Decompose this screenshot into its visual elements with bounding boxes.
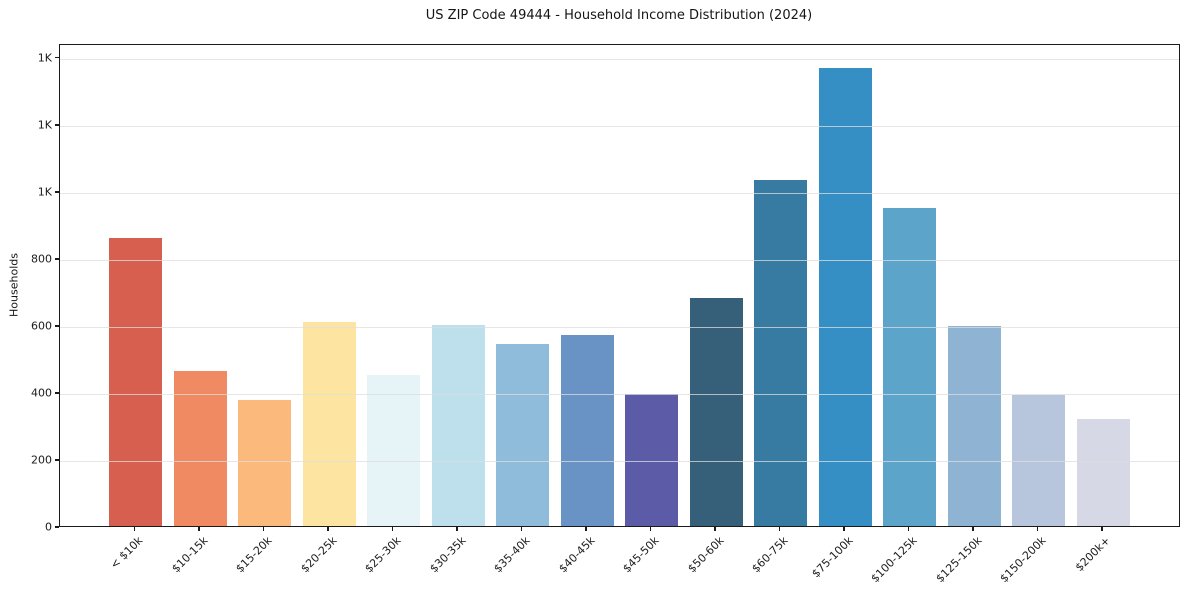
- gridline-200: [60, 460, 1179, 462]
- gridline-1000: [60, 192, 1179, 194]
- x-tick-mark: [456, 527, 458, 531]
- x-tick-label: $100-125k: [868, 534, 920, 586]
- x-tick-label: $25-30k: [362, 534, 404, 576]
- bar--45-50k: [625, 394, 678, 526]
- y-tick-label: 0: [45, 520, 52, 534]
- x-tick-mark: [972, 527, 974, 531]
- y-tick-label: 600: [31, 319, 52, 333]
- y-tick-label: 1K: [37, 51, 52, 65]
- bar--10-15k: [173, 370, 227, 526]
- bar--20-25k: [302, 321, 356, 526]
- bar--60-75k: [754, 180, 807, 526]
- x-tick-label: $50-60k: [684, 534, 727, 576]
- x-tick-mark: [778, 527, 781, 531]
- x-tick-label: $40-45k: [555, 534, 598, 576]
- x-tick-mark: [714, 527, 716, 531]
- y-tick-mark: [55, 124, 59, 126]
- x-tick-label: $10-15k: [168, 534, 211, 576]
- x-tick-mark: [649, 527, 652, 531]
- plot-area: [59, 44, 1180, 527]
- bar--25-30k: [367, 374, 420, 526]
- bar--50-60k: [689, 298, 743, 526]
- gridline-400: [60, 393, 1179, 395]
- y-tick-mark: [55, 459, 59, 461]
- x-tick-label: $75-100k: [808, 534, 856, 581]
- x-tick-label: $60-75k: [749, 534, 791, 576]
- y-tick-mark: [55, 56, 59, 59]
- x-tick-mark: [133, 527, 136, 531]
- y-tick-label: 1K: [37, 118, 52, 132]
- x-tick-label: $150-200k: [997, 534, 1049, 586]
- x-tick-label: $125-150k: [933, 534, 985, 586]
- y-tick-mark: [55, 258, 59, 260]
- x-tick-mark: [327, 527, 329, 531]
- x-tick-mark: [1101, 527, 1103, 531]
- x-tick-mark: [907, 527, 910, 531]
- gridline-600: [60, 326, 1179, 328]
- x-tick-label: $200k+: [1073, 534, 1114, 575]
- bar--200k+: [1076, 419, 1130, 526]
- bar--150-200k: [1012, 394, 1065, 526]
- x-tick-mark: [391, 527, 394, 531]
- y-tick-label: 1K: [37, 185, 52, 199]
- gridline-800: [60, 259, 1179, 261]
- x-tick-mark: [520, 527, 523, 531]
- y-axis-label: Households: [7, 253, 21, 317]
- bar--125-150k: [947, 325, 1001, 526]
- x-tick-mark: [198, 527, 200, 531]
- x-tick-mark: [843, 527, 845, 531]
- y-tick-mark: [55, 191, 59, 193]
- x-tick-mark: [1036, 527, 1039, 531]
- bar--10k: [109, 237, 162, 526]
- x-tick-label: < $10k: [108, 534, 146, 572]
- x-tick-mark: [585, 527, 587, 531]
- y-tick-label: 400: [31, 386, 52, 400]
- y-tick-mark: [55, 526, 59, 528]
- x-tick-label: $15-20k: [233, 534, 275, 576]
- y-tick-label: 800: [31, 252, 52, 266]
- y-tick-label: 200: [31, 453, 52, 467]
- x-tick-label: $45-50k: [620, 534, 662, 576]
- bar--40-45k: [560, 335, 614, 526]
- bar--30-35k: [431, 324, 485, 526]
- bar--100-125k: [883, 208, 936, 526]
- chart-title: US ZIP Code 49444 - Household Income Dis…: [425, 8, 813, 23]
- x-tick-mark: [262, 527, 265, 531]
- gridline-1200: [60, 125, 1179, 127]
- bar--15-20k: [238, 400, 291, 526]
- x-tick-label: $20-25k: [297, 534, 340, 576]
- x-tick-label: $30-35k: [426, 534, 469, 576]
- y-tick-mark: [55, 325, 59, 327]
- y-tick-mark: [55, 392, 59, 394]
- x-tick-label: $35-40k: [491, 534, 533, 576]
- bar--35-40k: [496, 344, 549, 526]
- bar--75-100k: [818, 68, 872, 526]
- gridline-1400: [60, 58, 1179, 60]
